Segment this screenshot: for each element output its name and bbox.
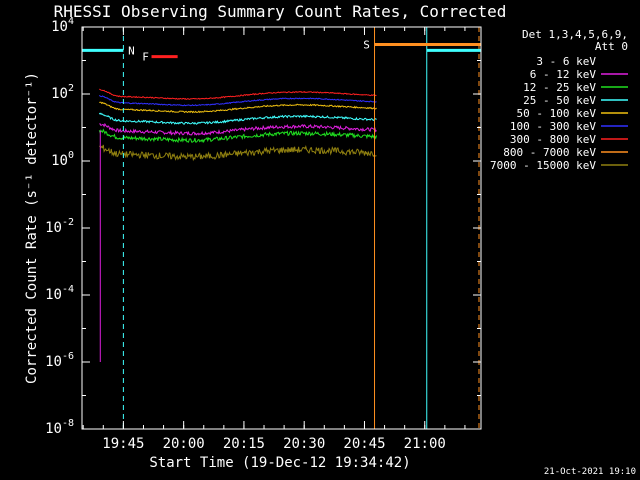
y-axis-label-text: Corrected Count Rate (s⁻¹ detector⁻¹) [24, 72, 40, 384]
data-series [98, 88, 377, 362]
series-line-3 [98, 128, 377, 144]
y-tick-label: 10-6 [45, 351, 74, 370]
series-line-2 [99, 122, 377, 136]
y-tick-label: 10-4 [45, 284, 74, 303]
legend-label-5: 50 - 100 keV [517, 107, 597, 120]
flag-label-s: S [363, 39, 370, 52]
y-tick-label: 100 [51, 150, 74, 169]
legend-label-1: 3 - 6 keV [536, 55, 596, 68]
series-line-5 [99, 101, 377, 114]
legend-label-6: 100 - 300 keV [510, 120, 596, 133]
x-tick-label: 20:30 [283, 436, 325, 452]
legend-label-2: 6 - 12 keV [530, 68, 597, 81]
legend-label-8: 800 - 7000 keV [503, 146, 596, 159]
legend-label-7: 300 - 800 keV [510, 133, 596, 146]
series-line-8 [99, 144, 377, 162]
footer-timestamp: 21-Oct-2021 19:10 [544, 467, 636, 477]
y-tick-label: 102 [51, 83, 74, 102]
legend-header-2: Att 0 [595, 40, 628, 53]
y-tick-label: 10-2 [45, 217, 74, 236]
x-tick-label: 20:45 [343, 436, 385, 452]
series-line-4 [98, 112, 377, 125]
y-axis-label: Corrected Count Rate (s⁻¹ detector⁻¹) [24, 72, 40, 384]
legend-label-4: 25 - 50 keV [523, 94, 596, 107]
legend-header-1: Det 1,3,4,5,6,9, [522, 28, 628, 41]
legend-label-9: 7000 - 15000 keV [490, 159, 596, 172]
legend-label-3: 12 - 25 keV [523, 81, 596, 94]
y-tick-label: 10-8 [45, 418, 74, 437]
flag-label-f: F [142, 51, 149, 64]
series-line-7 [99, 88, 377, 100]
x-axis-label: Start Time (19-Dec-12 19:34:42) [149, 455, 410, 471]
axes: 19:45 20:00 20:15 20:30 20:45 21:00 10-8 10-6 10… [45, 16, 482, 452]
chart-title: RHESSI Observing Summary Count Rates, Co… [54, 2, 507, 21]
y-tick-label: 104 [51, 16, 74, 35]
x-tick-label: 20:15 [223, 436, 265, 452]
x-tick-label: 21:00 [404, 436, 446, 452]
x-tick-label: 19:45 [102, 436, 144, 452]
flag-bars: N F S [82, 39, 481, 64]
series-line-6 [98, 95, 377, 107]
flag-label-n: N [128, 44, 135, 57]
x-tick-label: 20:00 [163, 436, 205, 452]
